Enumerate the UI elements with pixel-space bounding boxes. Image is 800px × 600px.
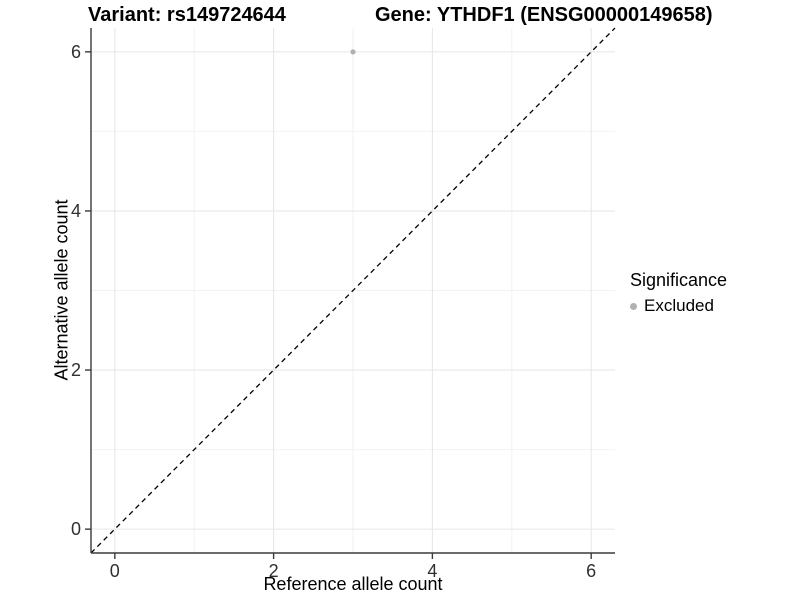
legend-item-excluded: Excluded <box>630 296 727 316</box>
identity-dashed-line <box>90 27 616 554</box>
x-tick-label: 0 <box>110 561 120 581</box>
x-tick-label: 4 <box>427 561 437 581</box>
plot-title-variant: Variant: rs149724644 <box>88 4 286 26</box>
legend-item-label: Excluded <box>644 296 714 315</box>
x-tick-label: 6 <box>586 561 596 581</box>
legend: Significance Excluded <box>630 270 727 316</box>
x-tick-label: 2 <box>269 561 279 581</box>
y-tick-label: 4 <box>71 201 81 221</box>
y-tick-label: 0 <box>71 519 81 539</box>
plot-title-gene: Gene: YTHDF1 (ENSG00000149658) <box>375 4 713 26</box>
legend-title: Significance <box>630 270 728 290</box>
y-axis-label: Alternative allele count <box>51 199 72 381</box>
excluded-marker-icon <box>630 302 637 310</box>
data-point <box>350 49 356 55</box>
y-tick-label: 6 <box>71 42 81 62</box>
x-axis-label: Reference allele count <box>263 574 443 594</box>
y-tick-label: 2 <box>71 360 81 380</box>
